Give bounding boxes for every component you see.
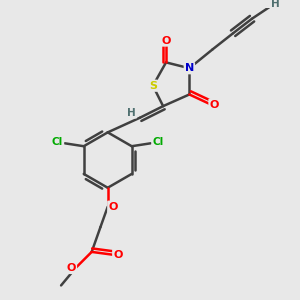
- Text: O: O: [113, 250, 123, 260]
- Text: O: O: [67, 263, 76, 273]
- Text: O: O: [209, 100, 219, 110]
- Text: Cl: Cl: [152, 137, 164, 147]
- Text: H: H: [127, 107, 136, 118]
- Text: O: O: [108, 202, 118, 212]
- Text: N: N: [185, 63, 194, 73]
- Text: S: S: [149, 81, 157, 91]
- Text: H: H: [271, 0, 280, 9]
- Text: Cl: Cl: [52, 137, 63, 147]
- Text: O: O: [161, 35, 171, 46]
